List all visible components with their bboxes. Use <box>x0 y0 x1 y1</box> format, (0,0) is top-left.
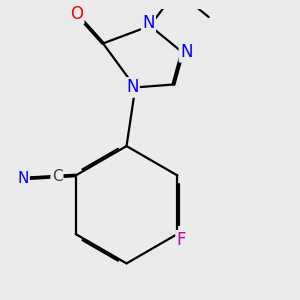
Text: N: N <box>142 14 155 32</box>
Text: N: N <box>17 171 28 186</box>
Text: O: O <box>70 5 83 23</box>
Text: N: N <box>180 43 192 61</box>
Text: N: N <box>126 78 139 96</box>
Text: F: F <box>176 231 186 249</box>
Text: C: C <box>52 169 62 184</box>
